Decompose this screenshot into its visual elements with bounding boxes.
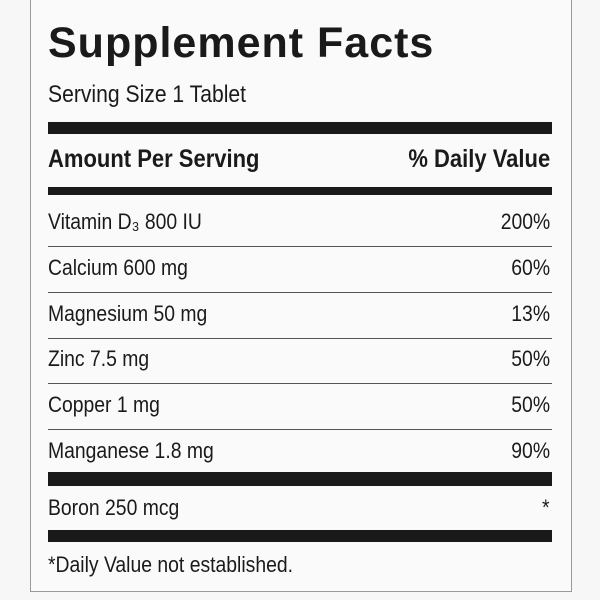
nutrient-name: Magnesium 50 mg: [48, 300, 208, 326]
column-header: Amount Per Serving: [48, 145, 260, 173]
nutrient-name: Calcium 600 mg: [48, 254, 188, 280]
daily-value: 60%: [511, 254, 550, 280]
thin-rule: [48, 383, 552, 385]
footnote: *Daily Value not established.: [48, 552, 294, 577]
nutrient-name: Vitamin D₃ 800 IU: [48, 209, 202, 234]
daily-value: 50%: [511, 392, 550, 418]
nutrient-name: Manganese 1.8 mg: [48, 438, 214, 463]
nutrient-name: Copper 1 mg: [48, 392, 160, 418]
nutrient-name: Boron 250 mcg: [48, 495, 180, 520]
thick-rule: [48, 472, 552, 486]
daily-value: 50%: [511, 346, 550, 372]
daily-value: 200%: [500, 209, 550, 234]
serving-size: Serving Size 1 Tablet: [48, 81, 247, 108]
thick-rule: [48, 187, 552, 195]
daily-value: 13%: [511, 300, 550, 326]
nutrient-name: Zinc 7.5 mg: [48, 346, 150, 372]
daily-value: *: [542, 495, 550, 520]
column-header: % Daily Value: [408, 145, 550, 173]
thin-rule: [48, 429, 552, 431]
thin-rule: [48, 337, 552, 339]
title: Supplement Facts: [48, 19, 435, 67]
daily-value: 90%: [511, 438, 550, 463]
thin-rule: [48, 246, 552, 247]
thick-rule: [48, 530, 552, 542]
thin-rule: [48, 291, 552, 293]
thick-rule: [48, 122, 552, 134]
label-panel: [30, 0, 572, 592]
